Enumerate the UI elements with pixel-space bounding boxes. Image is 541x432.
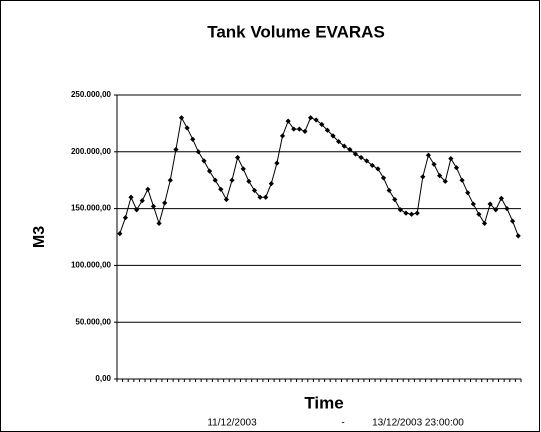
data-marker [341,143,347,149]
data-marker [206,168,213,174]
y-tick-label: 0,00 [95,374,111,383]
data-marker [481,220,488,226]
data-marker [386,187,392,194]
y-tick-label: 250.000,00 [71,90,112,99]
data-marker [414,210,420,216]
data-marker [470,201,476,207]
data-marker [431,161,437,167]
time-separator: - [341,418,344,429]
data-marker [285,118,291,124]
data-marker [403,210,409,216]
time-start: 11/12/2003 [207,418,257,429]
data-marker [195,149,201,155]
data-marker [330,133,336,139]
data-marker [324,127,331,133]
y-tick-label: 100.000,00 [71,261,112,270]
data-marker [223,196,230,203]
data-marker [487,201,493,207]
data-marker [437,173,443,179]
data-marker [498,195,504,201]
data-marker [448,156,454,162]
data-marker [319,121,325,128]
x-axis-label: Time [304,393,343,412]
data-marker [307,115,314,121]
data-marker [442,178,448,184]
data-marker [369,162,375,169]
data-marker [336,138,342,145]
data-marker [173,146,179,153]
data-marker [246,178,252,184]
data-marker [251,187,258,194]
data-marker [515,233,521,239]
data-marker [364,158,370,164]
time-end: 13/12/2003 23:00:00 [372,418,464,429]
y-tick-label: 50.000,00 [75,317,111,326]
data-marker [212,177,218,183]
data-marker [509,218,516,224]
data-marker [178,115,185,121]
data-marker [380,175,387,181]
data-marker [291,126,297,132]
data-marker [358,154,364,161]
data-marker [150,203,157,209]
data-marker [117,230,123,237]
data-marker [352,151,359,157]
data-marker [190,136,196,142]
data-marker [313,117,319,123]
y-tick-label: 200.000,00 [71,147,112,156]
y-tick-label: 150.000,00 [71,204,112,213]
data-marker [201,158,207,164]
data-marker [167,177,173,183]
data-marker [408,211,415,217]
data-marker [274,160,280,166]
data-marker [453,165,460,171]
data-marker [128,194,134,200]
y-axis-label: M3 [31,226,48,248]
data-marker [296,126,302,132]
data-marker [375,166,381,172]
data-marker [263,194,269,200]
data-marker [302,128,308,134]
data-marker [459,177,465,183]
data-marker [235,154,241,161]
data-marker [156,220,162,226]
data-marker [134,207,140,213]
data-marker [425,152,432,158]
chart-title: Tank Volume EVARAS [207,22,385,41]
data-marker [184,125,190,131]
data-marker [465,190,471,196]
data-marker [420,174,426,180]
data-marker [493,207,499,213]
data-marker [229,177,235,183]
data-marker [347,146,353,153]
data-marker [504,206,510,212]
data-marker [397,207,403,213]
data-marker [122,215,129,221]
data-marker [268,181,274,187]
data-marker [279,133,286,139]
data-marker [240,166,246,172]
data-marker [145,186,151,192]
data-marker [392,196,398,203]
data-marker [476,211,482,217]
data-marker [218,186,224,192]
data-marker [139,198,145,204]
data-marker [162,200,168,206]
data-marker [257,194,263,200]
